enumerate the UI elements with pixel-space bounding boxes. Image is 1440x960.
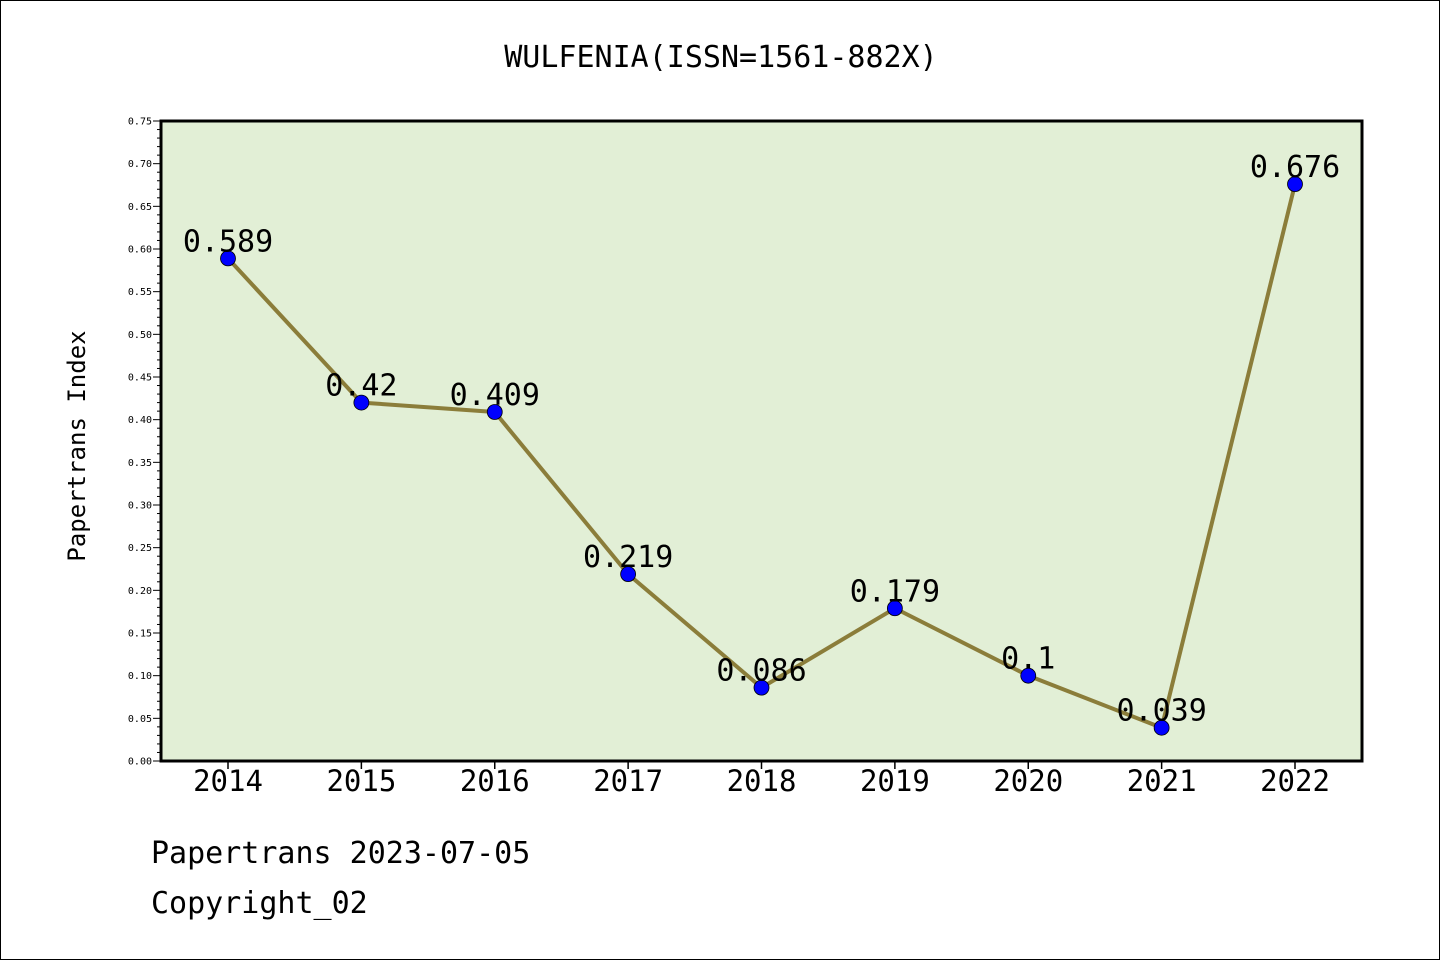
data-point bbox=[886, 600, 903, 617]
footer-copyright: Copyright_02 bbox=[151, 886, 368, 921]
plot-area bbox=[161, 121, 1362, 761]
data-point bbox=[1153, 719, 1170, 736]
data-point bbox=[353, 394, 370, 411]
plot-frame bbox=[159, 119, 1364, 763]
y-tick-label: 0.70 bbox=[128, 159, 152, 170]
y-tick-label: 0.35 bbox=[128, 458, 152, 469]
data-point bbox=[1287, 176, 1303, 193]
data-label: 0.039 bbox=[1116, 694, 1206, 729]
x-tick-label: 2021 bbox=[1127, 764, 1197, 798]
x-tick-label: 2022 bbox=[1260, 764, 1330, 798]
data-point bbox=[753, 679, 770, 696]
x-tick-label: 2014 bbox=[193, 764, 263, 798]
y-tick-label: 0.20 bbox=[128, 586, 152, 597]
data-point bbox=[620, 566, 637, 583]
data-point bbox=[486, 404, 503, 420]
data-label: 0.676 bbox=[1250, 150, 1340, 185]
data-point bbox=[220, 250, 236, 267]
y-tick-label: 0.15 bbox=[128, 629, 152, 640]
data-label: 0.1 bbox=[1001, 642, 1055, 677]
chart-title: WULFENIA(ISSN=1561-882X) bbox=[504, 40, 937, 75]
y-tick-label: 0.45 bbox=[128, 373, 152, 384]
x-tick-label: 2019 bbox=[860, 764, 930, 798]
y-tick-label: 0.30 bbox=[128, 501, 152, 512]
y-tick-label: 0.00 bbox=[128, 757, 152, 768]
x-tick-label: 2020 bbox=[993, 764, 1063, 798]
data-label: 0.086 bbox=[716, 654, 806, 689]
x-tick-label: 2015 bbox=[326, 764, 396, 798]
x-tick-label: 2018 bbox=[727, 764, 797, 798]
y-tick-label: 0.65 bbox=[128, 202, 152, 213]
x-tick-label: 2016 bbox=[460, 764, 530, 798]
footer-date: Papertrans 2023-07-05 bbox=[151, 836, 531, 871]
data-label: 0.42 bbox=[325, 369, 397, 404]
data-label: 0.179 bbox=[850, 574, 940, 609]
y-tick-label: 0.05 bbox=[128, 714, 152, 725]
data-label: 0.219 bbox=[583, 540, 673, 575]
data-label: 0.409 bbox=[450, 378, 540, 413]
data-point bbox=[1020, 667, 1037, 684]
y-tick-label: 0.25 bbox=[128, 543, 152, 554]
y-tick-label: 0.55 bbox=[128, 287, 152, 298]
y-tick-label: 0.50 bbox=[128, 330, 152, 341]
y-tick-label: 0.10 bbox=[128, 671, 152, 682]
y-tick-label: 0.60 bbox=[128, 245, 152, 256]
y-tick-label: 0.40 bbox=[128, 415, 152, 426]
y-tick-label: 0.75 bbox=[128, 117, 152, 128]
data-label: 0.589 bbox=[183, 224, 273, 259]
x-tick-label: 2017 bbox=[593, 764, 663, 798]
y-axis-label: Papertrans Index bbox=[63, 330, 91, 561]
